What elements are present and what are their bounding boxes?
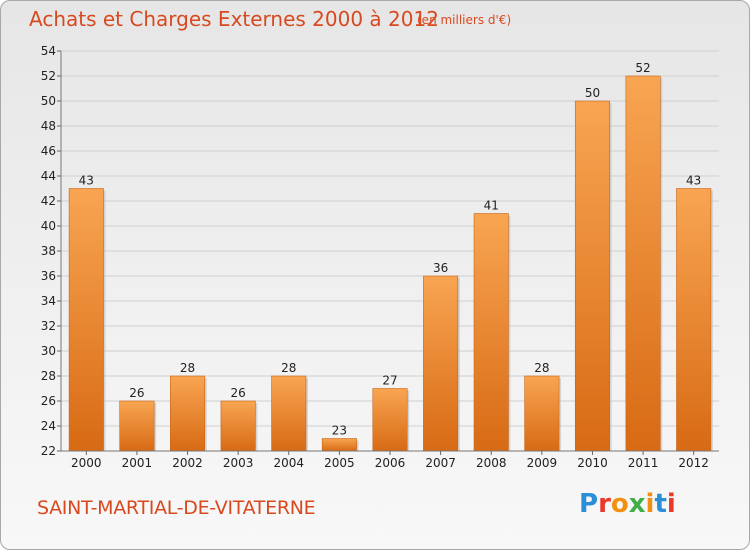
bar-2001 [119,400,155,452]
x-tick-label-2005: 2005 [324,456,355,470]
x-tick-label-2010: 2010 [577,456,608,470]
x-tick-label-2000: 2000 [71,456,102,470]
logo-letter: P [579,489,599,519]
data-label-2009: 28 [534,361,549,375]
y-tick-label: 32 [41,319,56,333]
x-tick-label-2012: 2012 [678,456,709,470]
logo-letter: t [654,489,667,519]
x-tick-label-2007: 2007 [425,456,456,470]
bar-2011 [625,75,661,452]
bar-2009 [524,375,560,452]
bar-2008 [473,213,509,452]
data-label-2001: 26 [129,386,144,400]
data-label-2011: 52 [635,61,650,75]
y-tick-label: 28 [41,369,56,383]
y-tick-label: 50 [41,94,56,108]
y-tick-label: 24 [41,419,56,433]
x-tick-label-2002: 2002 [172,456,203,470]
data-label-2007: 36 [433,261,448,275]
bar-2007 [423,275,459,452]
data-label-2004: 28 [281,361,296,375]
bar-2012 [676,188,712,452]
y-tick-label: 22 [41,444,56,458]
bar-2003 [220,400,256,452]
bar-2010 [574,100,610,452]
data-label-2008: 41 [484,199,499,213]
logo-letter: i [666,489,676,519]
y-tick-label: 34 [41,294,56,308]
logo-letter: x [628,489,646,519]
bar-2004 [271,375,307,452]
data-label-2006: 27 [382,374,397,388]
y-tick-label: 44 [41,169,56,183]
x-tick-label-2001: 2001 [122,456,153,470]
data-label-2010: 50 [585,86,600,100]
y-tick-label: 46 [41,144,56,158]
proxiti-logo: Proxiti [579,489,676,519]
data-label-2003: 26 [231,386,246,400]
x-tick-label-2006: 2006 [375,456,406,470]
chart-subtitle: (en milliers d'€) [417,13,512,27]
y-tick-label: 30 [41,344,56,358]
y-tick-label: 48 [41,119,56,133]
data-label-2000: 43 [79,174,94,188]
town-name: SAINT-MARTIAL-DE-VITATERNE [37,497,316,519]
bar-2005 [321,438,357,452]
logo-letter: o [610,489,629,519]
bars [68,75,713,452]
logo-letter: r [598,489,611,519]
y-tick-label: 40 [41,219,56,233]
data-label-2002: 28 [180,361,195,375]
y-tick-label: 36 [41,269,56,283]
axes [57,50,719,455]
chart-title: Achats et Charges Externes 2000 à 2012 [29,7,439,31]
y-tick-label: 38 [41,244,56,258]
x-tick-label-2004: 2004 [273,456,304,470]
bar-2006 [372,388,408,452]
x-tick-label-2003: 2003 [223,456,254,470]
y-tick-label: 54 [41,44,56,58]
bar-2000 [68,188,104,452]
labels: 22 24 26 28 30 32 34 36 38 40 42 44 46 48 50 52 54 43 2000… [41,44,709,470]
y-tick-label: 26 [41,394,56,408]
x-tick-label-2009: 2009 [527,456,558,470]
x-tick-label-2011: 2011 [628,456,659,470]
logo-letter: i [645,489,655,519]
y-tick-label: 52 [41,69,56,83]
data-label-2005: 23 [332,424,347,438]
y-tick-label: 42 [41,194,56,208]
bar-2002 [170,375,206,452]
data-label-2012: 43 [686,174,701,188]
x-tick-label-2008: 2008 [476,456,507,470]
